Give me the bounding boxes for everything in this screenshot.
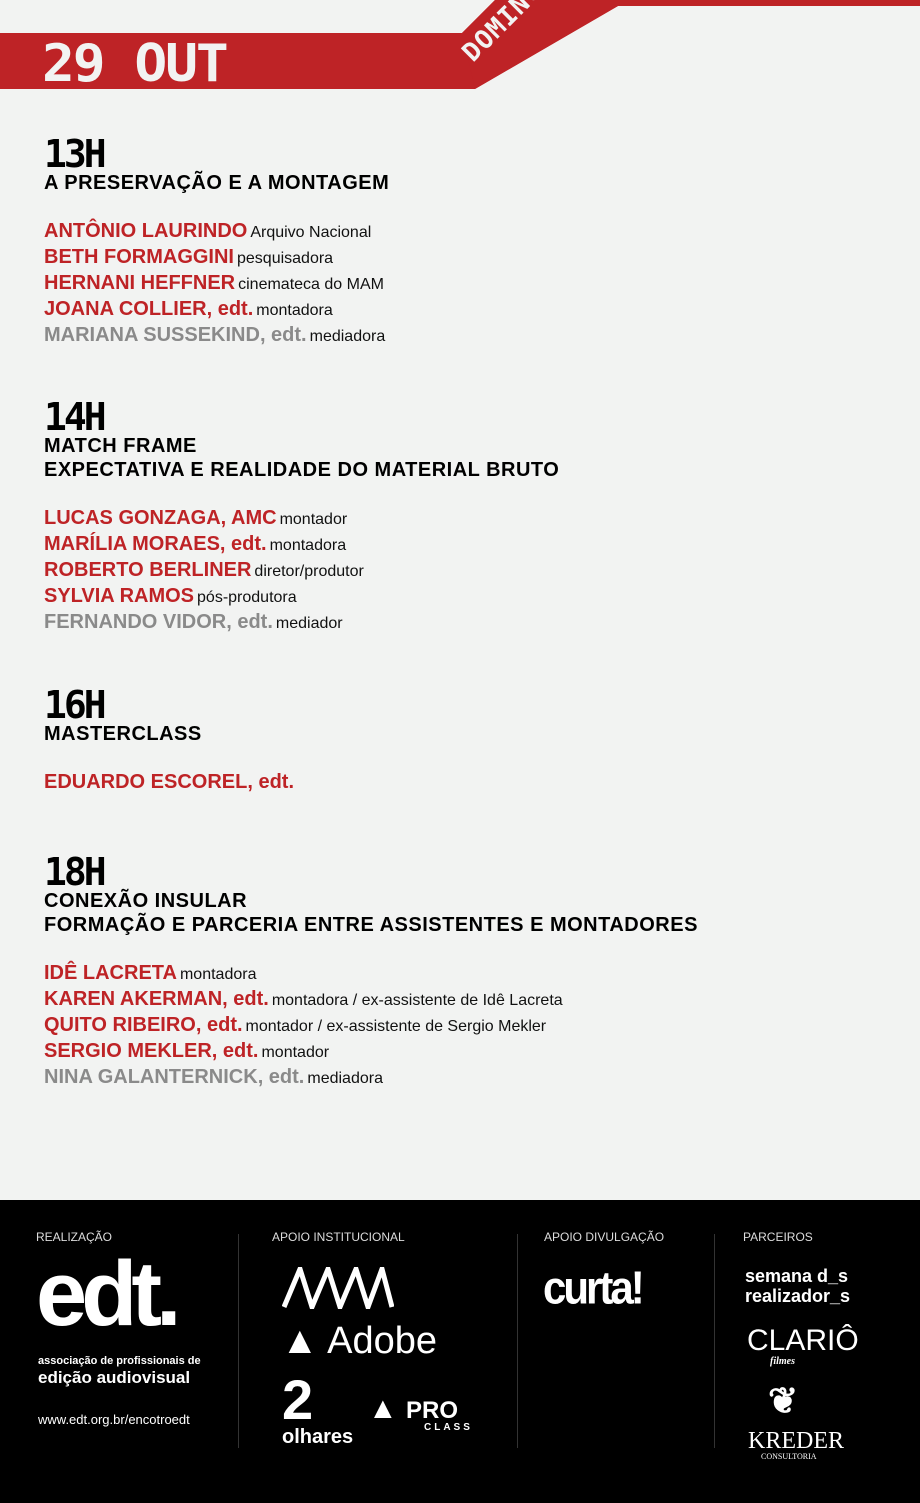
event-date: 29 OUT [42,34,229,94]
speaker-role: mediadora [307,1070,383,1087]
speaker-role: pesquisadora [237,250,334,267]
speaker: SERGIO MEKLER, edt. montador [44,1039,698,1065]
speaker-role: montadora [179,966,257,983]
speaker-role: Arquivo Nacional [250,224,372,241]
speaker-name: MARIANA SUSSEKIND, edt. [44,324,307,346]
speaker-name: KAREN AKERMAN, edt. [44,988,269,1010]
speaker-name: EDUARDO ESCOREL, edt. [44,771,295,793]
speaker-name: IDÊ LACRETA [44,962,177,984]
proclass-subtext: CLASS [424,1422,473,1433]
speaker-role: diretor/produtor [254,563,364,580]
speaker-name: QUITO RIBEIRO, edt. [44,1014,243,1036]
speaker: FERNANDO VIDOR, edt. mediador [44,610,559,636]
apoio-institucional-label: APOIO INSTITUCIONAL [272,1230,405,1244]
speaker-list: IDÊ LACRETA montadora KAREN AKERMAN, edt. m… [44,961,698,1091]
speaker-name: HERNANI HEFFNER [44,272,236,294]
realizacao-label: REALIZAÇÃO [36,1230,113,1244]
2-olhares-logo: 2 [282,1368,314,1431]
session-title: EXPECTATIVA E REALIDADE DO MATERIAL BRUT… [44,459,560,481]
clario-filmes: filmes [770,1356,795,1367]
speaker-name: BETH FORMAGGINI [44,246,234,268]
date-banner: 29 OUT DOMINGO [0,0,920,95]
speaker-role: montadora [256,302,333,319]
speaker-role: mediadora [309,328,386,345]
session-hour: 16H [44,683,107,727]
session-hour: 13H [44,132,107,176]
session-title: A PRESERVAÇÃO E A MONTAGEM [44,172,390,194]
speaker-list: LUCAS GONZAGA, AMC montador MARÍLIA MORAES… [44,506,559,636]
speaker-role: montadora / ex-assistente de Idê Lacreta [271,992,563,1009]
speaker: IDÊ LACRETA montadora [44,961,698,987]
session-14h: 14H MATCH FRAME EXPECTATIVA E REALIDADE DO… [44,395,560,636]
speaker-role: cinemateca do MAM [238,276,384,293]
edt-url[interactable]: www.edt.org.br/encotroedt [38,1412,190,1427]
speaker-role: pós-produtora [197,589,297,606]
speaker: NINA GALANTERNICK, edt. mediadora [44,1065,698,1091]
speaker-list: EDUARDO ESCOREL, edt. [44,770,297,796]
session-title: MASTERCLASS [44,723,202,745]
speaker-name: FERNANDO VIDOR, edt. [44,611,273,633]
speaker-role: montador [279,511,348,528]
speaker-name: JOANA COLLIER, edt. [44,298,254,320]
speaker-name: SERGIO MEKLER, edt. [44,1040,259,1062]
edt-logo-line1: associação de profissionais de [38,1355,201,1367]
banner-shape [0,0,920,89]
speaker-role: montador / ex-assistente de Sergio Mekle… [245,1018,547,1035]
divider [517,1234,518,1448]
speaker: MARIANA SUSSEKIND, edt. mediadora [44,323,389,349]
speaker-name: NINA GALANTERNICK, edt. [44,1066,305,1088]
speaker: KAREN AKERMAN, edt. montadora / ex-assist… [44,987,698,1013]
speaker-name: ROBERTO BERLINER [44,559,252,581]
speaker: ROBERTO BERLINER diretor/produtor [44,558,559,584]
session-hour: 18H [44,850,107,894]
kreder-logo: KREDER [748,1428,844,1454]
speaker-name: SYLVIA RAMOS [44,585,195,607]
speaker: JOANA COLLIER, edt. montadora [44,297,389,323]
speaker-role: mediador [275,615,343,632]
speaker-name: LUCAS GONZAGA, AMC [44,507,277,529]
sponsors-footer: REALIZAÇÃO edt. associação de profission… [0,1200,920,1503]
aaa-logo [282,1267,394,1309]
parceiros-column: PARCEIROS [743,1230,813,1448]
speaker: MARÍLIA MORAES, edt. montadora [44,532,559,558]
semana-realizadores-logo: semana d_s realizador_s [745,1266,851,1306]
adobe-logo: ▲ Adobe [281,1320,437,1362]
session-title: CONEXÃO INSULAR [44,890,248,912]
kreder-eagle-icon: ❦ [768,1380,799,1421]
speaker: LUCAS GONZAGA, AMC montador [44,506,559,532]
session-18h: 18H CONEXÃO INSULAR FORMAÇÃO E PARCERIA EN… [44,850,698,1091]
speaker-name: MARÍLIA MORAES, edt. [44,533,267,555]
edt-logo-line2: edição audiovisual [38,1368,191,1387]
speaker: SYLVIA RAMOS pós-produtora [44,584,559,610]
edt-logo: edt. [36,1243,182,1345]
session-title: FORMAÇÃO E PARCERIA ENTRE ASSISTENTES E … [44,914,698,936]
speaker-role: montadora [269,537,347,554]
realizacao-column: REALIZAÇÃO [36,1230,112,1448]
session-16h: 16H MASTERCLASS EDUARDO ESCOREL, edt. [44,683,297,796]
speaker: ANTÔNIO LAURINDO Arquivo Nacional [44,219,389,245]
speaker: QUITO RIBEIRO, edt. montador / ex-assiste… [44,1013,698,1039]
session-title: MATCH FRAME [44,435,197,457]
2-olhares-text: olhares [282,1426,354,1448]
speaker: HERNANI HEFFNER cinemateca do MAM [44,271,389,297]
speaker: BETH FORMAGGINI pesquisadora [44,245,389,271]
proclass-logo: ▲ PRO [368,1392,459,1425]
parceiros-label: PARCEIROS [743,1230,813,1244]
divider [238,1234,239,1448]
session-13h: 13H A PRESERVAÇÃO E A MONTAGEM ANTÔNIO LAU… [44,132,390,349]
apoio-divulgacao-label: APOIO DIVULGAÇÃO [544,1230,665,1244]
curta-logo: curta! [543,1261,645,1314]
clario-logo: CLARIÔ [747,1324,859,1357]
apoio-divulgacao-column: APOIO DIVULGAÇÃO [544,1230,664,1448]
speaker-list: ANTÔNIO LAURINDO Arquivo Nacional BETH FOR… [44,219,389,349]
divider [714,1234,715,1448]
speaker-name: ANTÔNIO LAURINDO [44,220,248,242]
speaker: EDUARDO ESCOREL, edt. [44,770,297,796]
apoio-institucional-column: APOIO INSTITUCIONAL [272,1230,405,1448]
kreder-subtext: CONSULTORIA [761,1452,817,1461]
session-hour: 14H [44,395,107,439]
speaker-role: montador [261,1044,330,1061]
